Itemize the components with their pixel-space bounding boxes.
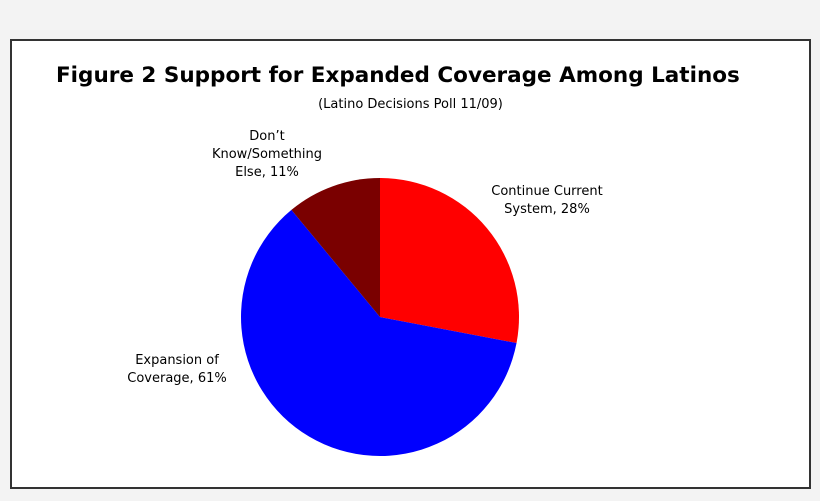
- chart-frame: Figure 2 Support for Expanded Coverage A…: [10, 39, 811, 489]
- chart-title: Figure 2 Support for Expanded Coverage A…: [56, 63, 740, 88]
- slice-label-continue-current-system: Continue Current System, 28%: [491, 184, 603, 217]
- pie-slice-expansion-of-coverage: [241, 209, 517, 457]
- pie-chart: [241, 178, 520, 457]
- slice-label-dont-know: Don’t Know/Something Else, 11%: [211, 129, 323, 180]
- slice-label-expansion-of-coverage: Expansion of Coverage, 61%: [127, 353, 227, 386]
- chart-subtitle: (Latino Decisions Poll 11/09): [318, 97, 503, 112]
- pie-slice-dont-know: [291, 178, 380, 317]
- pie-slice-continue-current-system: [380, 178, 520, 344]
